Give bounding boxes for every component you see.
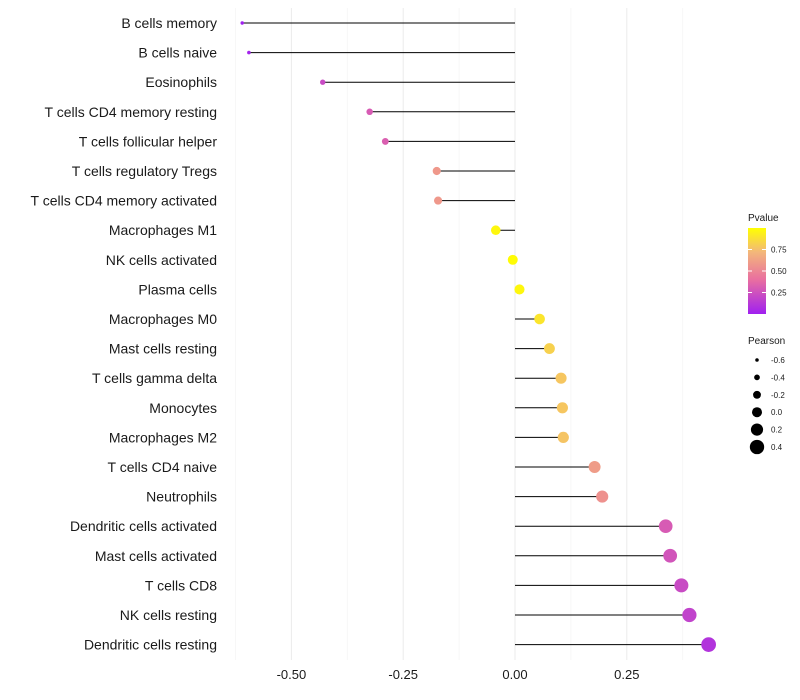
category-label: NK cells resting [120, 607, 217, 623]
category-label: B cells naive [138, 45, 217, 61]
category-label: Plasma cells [138, 281, 217, 297]
category-label: Macrophages M0 [109, 311, 217, 327]
data-point [247, 50, 251, 55]
pvalue-legend: Pvalue 0.25 0.50 0.75 [748, 213, 787, 314]
x-tick-label: 0.00 [502, 667, 527, 682]
data-point [596, 490, 609, 503]
category-label: B cells memory [121, 15, 217, 31]
grid-lines [235, 8, 684, 660]
category-label: Neutrophils [146, 489, 217, 505]
size-key-dot [749, 439, 765, 455]
colorbar-tick-label: 0.75 [771, 246, 787, 255]
data-point [534, 313, 545, 325]
data-point [544, 343, 555, 355]
data-point [682, 607, 697, 623]
lollipop-stems [242, 22, 709, 646]
data-point [556, 402, 568, 414]
size-key-dot [753, 390, 761, 399]
size-key-dot [754, 374, 760, 381]
size-key-label: -0.6 [771, 356, 785, 365]
data-point [490, 225, 501, 235]
size-key-dot [750, 423, 764, 436]
data-point [320, 79, 326, 85]
pearson-legend: Pearson -0.6 -0.4 -0.2 0.0 0.2 0.4 [748, 336, 785, 455]
size-key-label: -0.4 [771, 373, 785, 382]
x-tick-label: -0.25 [388, 667, 418, 682]
data-point [701, 637, 716, 652]
category-label: T cells gamma delta [92, 370, 217, 386]
category-label: Mast cells activated [95, 548, 217, 564]
category-label: Eosinophils [145, 74, 217, 90]
data-point [658, 519, 673, 534]
x-axis-ticks: -0.50 -0.25 0.00 0.25 [277, 667, 640, 682]
size-key-dot [755, 358, 759, 362]
data-point [674, 578, 689, 593]
data-point [240, 21, 244, 25]
size-key-dot [751, 407, 763, 418]
category-label: Macrophages M2 [109, 429, 217, 445]
data-point [434, 196, 443, 205]
data-point [432, 166, 441, 176]
data-point [507, 254, 518, 265]
category-label: T cells CD4 memory activated [31, 193, 217, 209]
colorbar-tick-label: 0.50 [771, 267, 787, 276]
pvalue-colorbar [748, 228, 766, 314]
size-key-label: 0.2 [771, 426, 783, 435]
data-point [514, 284, 525, 295]
lollipop-dots [240, 21, 716, 652]
category-label: T cells regulatory Tregs [72, 163, 217, 179]
colorbar-tick-label: 0.25 [771, 289, 787, 298]
category-label: Macrophages M1 [109, 222, 217, 238]
size-key-label: -0.2 [771, 391, 785, 400]
category-label: T cells follicular helper [79, 133, 218, 149]
category-label: Mast cells resting [109, 341, 217, 357]
data-point [381, 137, 389, 145]
data-point [366, 108, 373, 116]
size-key-label: 0.0 [771, 408, 783, 417]
category-label: Monocytes [149, 400, 217, 416]
data-point [555, 372, 567, 384]
category-axis-labels: B cells memory B cells naive Eosinophils T … [31, 15, 218, 653]
category-label: Dendritic cells activated [70, 518, 217, 534]
category-label: T cells CD4 naive [108, 459, 218, 475]
category-label: T cells CD8 [145, 577, 217, 593]
size-key-label: 0.4 [771, 443, 783, 452]
data-point [588, 461, 601, 473]
pvalue-legend-title: Pvalue [748, 213, 779, 224]
x-tick-label: -0.50 [277, 667, 307, 682]
data-point [663, 548, 678, 563]
pearson-legend-title: Pearson [748, 336, 785, 347]
category-label: Dendritic cells resting [84, 637, 217, 653]
category-label: NK cells activated [106, 252, 217, 268]
data-point [557, 431, 569, 443]
category-label: T cells CD4 memory resting [45, 104, 217, 120]
x-tick-label: 0.25 [614, 667, 639, 682]
